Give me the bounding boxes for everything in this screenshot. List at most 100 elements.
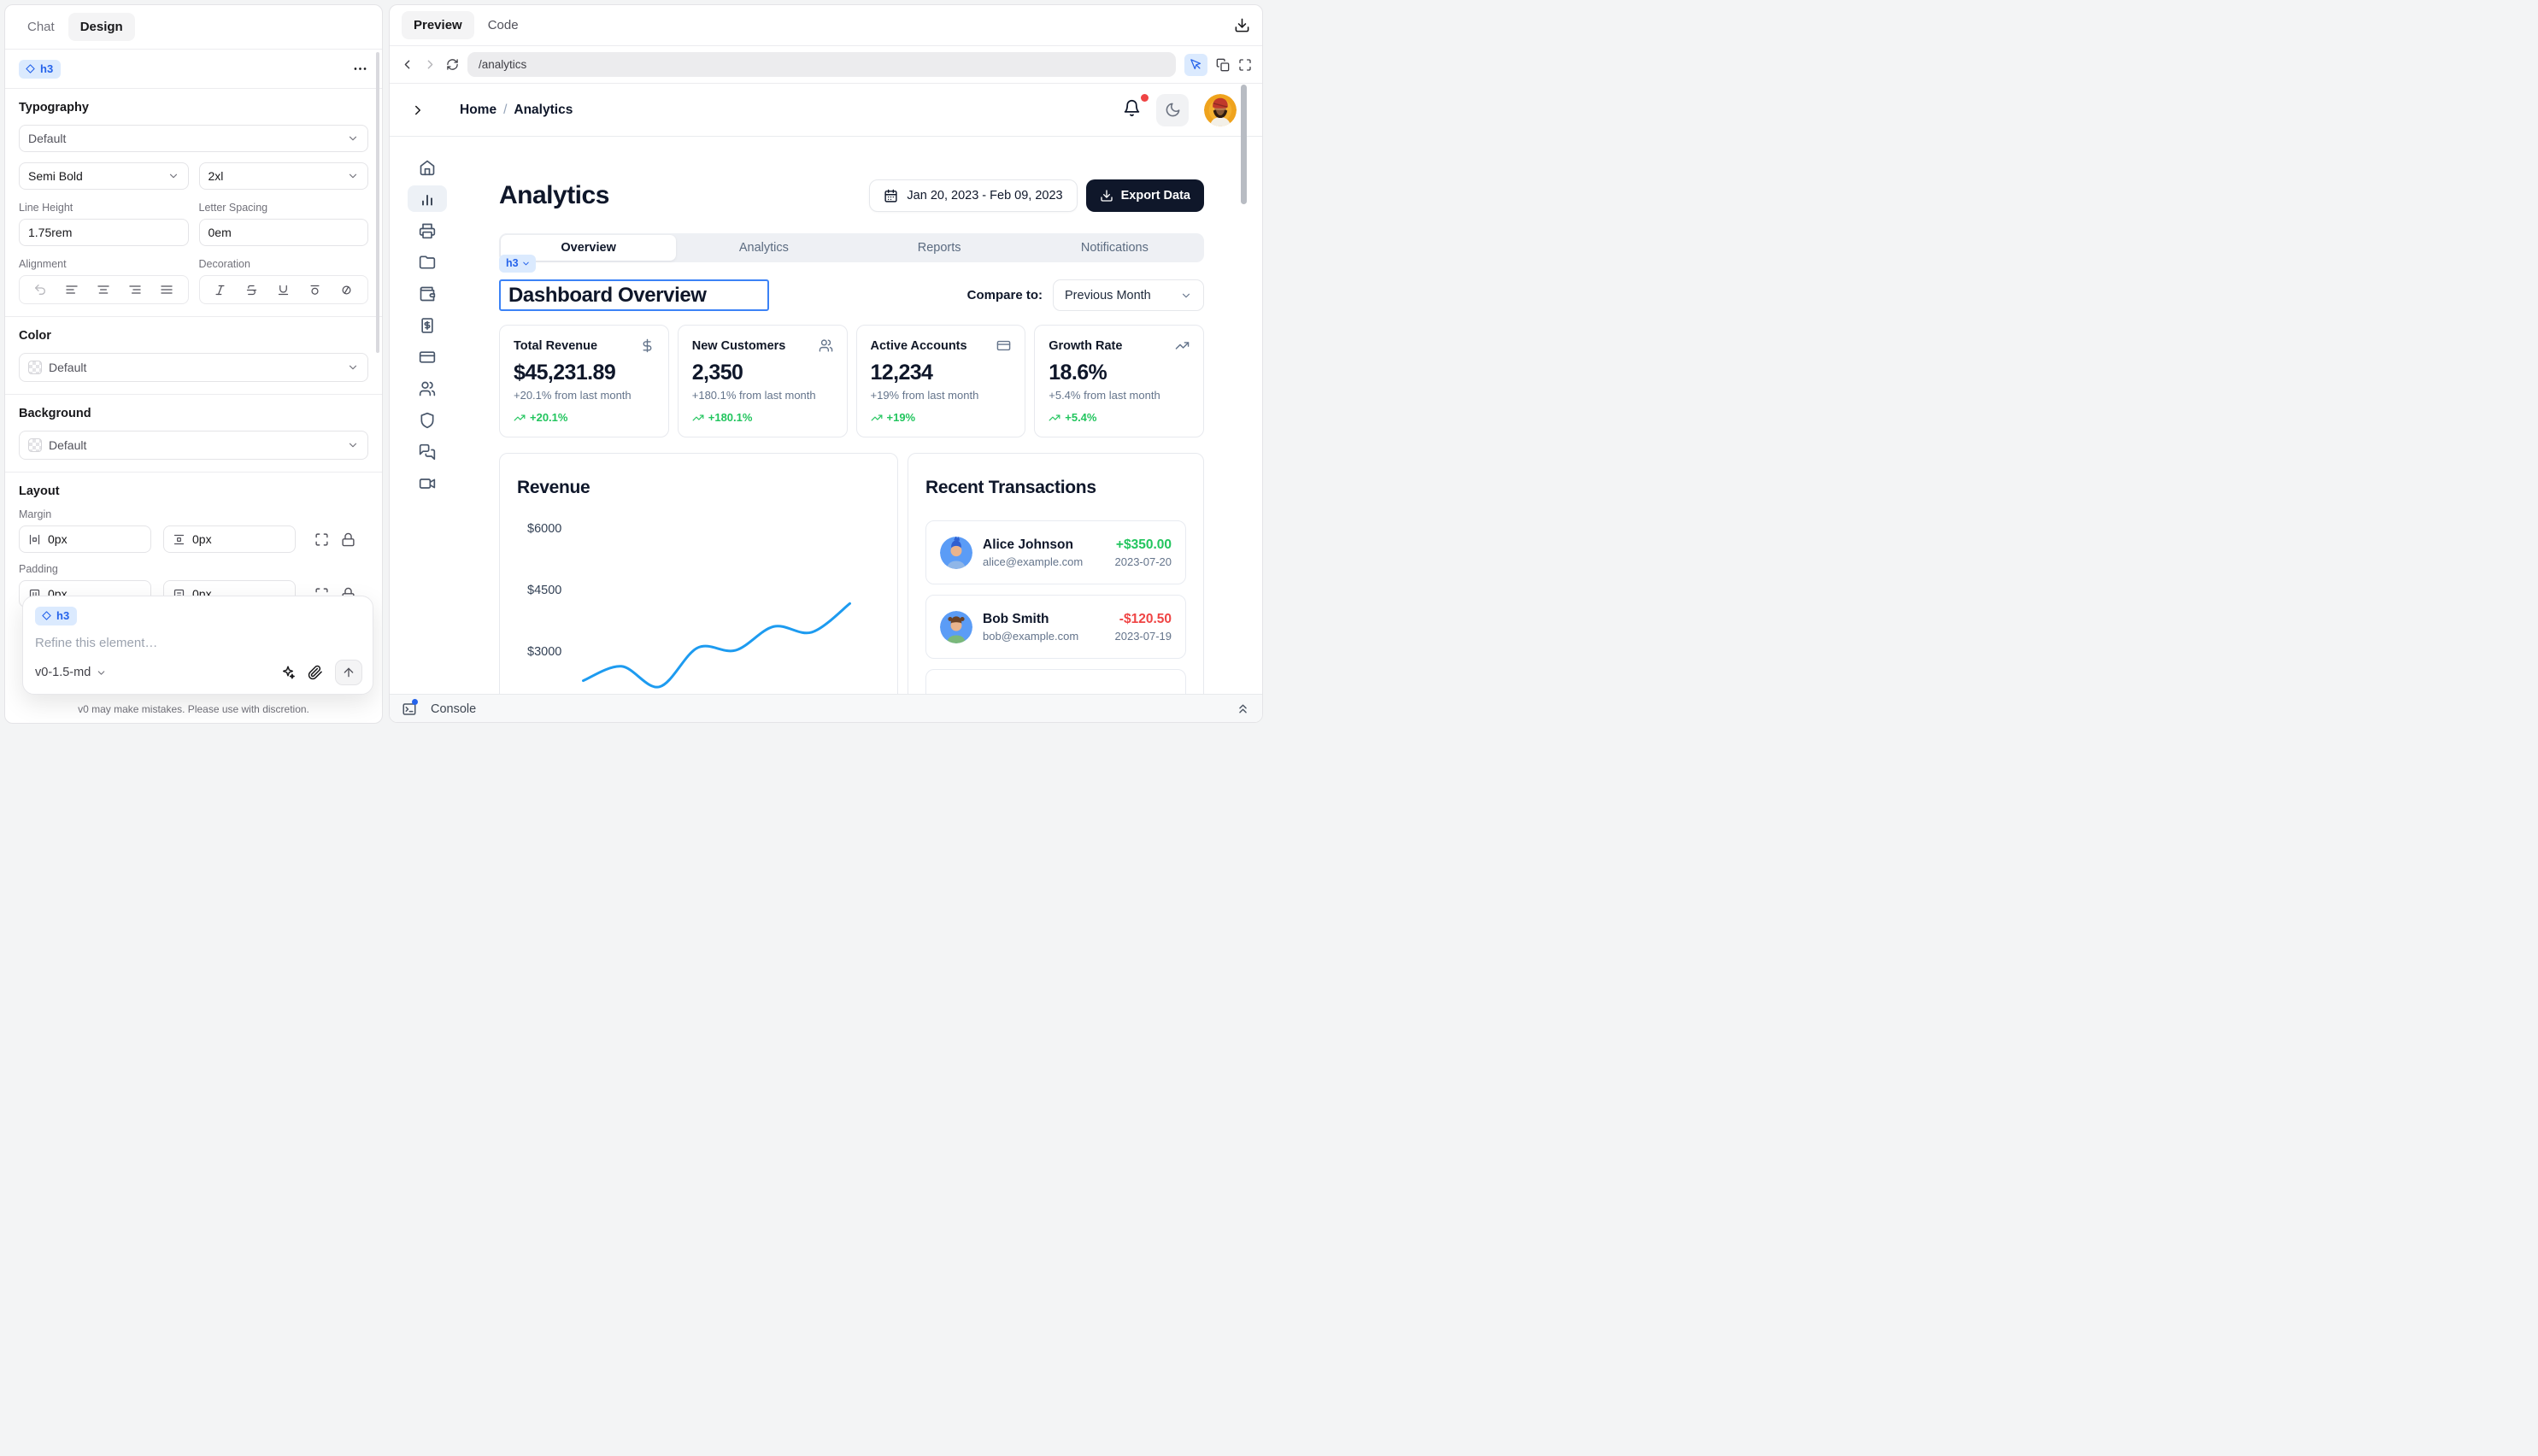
font-size-select[interactable]: 2xl (198, 162, 368, 190)
breadcrumb-separator: / (503, 102, 508, 117)
users-icon (419, 380, 436, 397)
fullscreen-icon[interactable] (1238, 58, 1252, 72)
console-label[interactable]: Console (431, 702, 477, 716)
trending-up-icon (1049, 412, 1060, 424)
compare-select[interactable]: Previous Month (1053, 279, 1204, 311)
chevron-down-icon (347, 132, 359, 144)
dashboard-tabs: Overview Analytics Reports Notifications (499, 233, 1204, 262)
tab-reports[interactable]: Reports (917, 241, 961, 255)
tab-preview[interactable]: Preview (402, 11, 474, 39)
transaction-avatar (940, 610, 972, 643)
font-family-select[interactable]: Default (19, 125, 368, 152)
tab-chat[interactable]: Chat (27, 20, 55, 34)
overline-icon[interactable] (308, 284, 321, 296)
tab-notifications[interactable]: Notifications (1080, 241, 1149, 255)
more-menu-icon[interactable] (352, 61, 368, 77)
sidebar-item-messages[interactable] (408, 438, 447, 465)
user-avatar[interactable] (1204, 93, 1237, 126)
messages-icon (419, 443, 436, 461)
alignment-label: Alignment (19, 258, 67, 270)
sidebar-item-printer[interactable] (408, 217, 447, 244)
inspect-cursor-icon[interactable] (1184, 53, 1207, 76)
home-icon (419, 159, 436, 176)
align-left-icon[interactable] (65, 283, 79, 296)
chevron-down-icon (347, 361, 359, 373)
underline-icon[interactable] (277, 284, 290, 296)
model-select[interactable]: v0-1.5-md (35, 666, 107, 679)
send-button[interactable] (335, 660, 362, 685)
forward-icon[interactable] (423, 57, 438, 72)
tab-code[interactable]: Code (487, 18, 519, 32)
export-data-button[interactable]: Export Data (1085, 179, 1204, 212)
transaction-email: bob@example.com (983, 629, 1079, 643)
composer-element-badge[interactable]: h3 (35, 607, 78, 625)
date-range-button[interactable]: Jan 20, 2023 - Feb 09, 2023 (869, 179, 1078, 212)
selected-heading[interactable]: Dashboard Overview (499, 279, 769, 311)
diamond-icon (25, 63, 36, 74)
download-icon[interactable] (1234, 17, 1250, 33)
app-sidebar (390, 137, 465, 709)
element-badge[interactable]: h3 (19, 59, 62, 79)
margin-x-input[interactable]: 0px (19, 525, 151, 553)
sparkles-icon[interactable] (280, 665, 296, 680)
letter-spacing-input[interactable]: 0em (198, 219, 368, 246)
background-select[interactable]: Default (19, 431, 368, 460)
folder-icon (419, 254, 436, 271)
element-selection-chip[interactable]: h3 (499, 255, 536, 273)
stat-subtitle: +180.1% from last month (691, 389, 816, 402)
stat-value: 18.6% (1049, 361, 1107, 385)
back-icon[interactable] (400, 57, 414, 72)
paperclip-icon[interactable] (308, 665, 323, 680)
line-height-input[interactable]: 1.75rem (19, 219, 189, 246)
sidebar-item-home[interactable] (408, 154, 447, 180)
breadcrumb-home[interactable]: Home (460, 102, 497, 117)
no-decoration-icon[interactable] (340, 284, 353, 296)
sidebar-item-video[interactable] (408, 470, 447, 496)
transaction-row[interactable]: Alice Johnson alice@example.com +$350.00 20… (925, 520, 1186, 584)
url-input[interactable]: /analytics (467, 52, 1176, 77)
trending-up-icon (871, 412, 883, 424)
undo-icon[interactable] (33, 283, 47, 296)
sidebar-item-wallet[interactable] (408, 280, 447, 307)
transaction-row-partial[interactable] (925, 669, 1186, 708)
composer-badge-label: h3 (56, 609, 70, 622)
chevrons-up-icon[interactable] (1236, 702, 1250, 716)
transaction-row[interactable]: Bob Smith bob@example.com -$120.50 2023-07-… (925, 595, 1186, 659)
sidebar-item-shield[interactable] (408, 407, 447, 433)
sidebar-item-folder[interactable] (408, 249, 447, 275)
italic-icon[interactable] (214, 284, 226, 296)
composer-input[interactable]: Refine this element… (35, 636, 158, 650)
chevron-down-icon (521, 259, 531, 268)
preview-urlbar: /analytics (390, 46, 1262, 84)
design-panel: Chat Design h3 Typography Default Semi B… (4, 4, 383, 724)
app-main: Analytics Jan 20, 2023 - Feb 09, 2023 Ex… (465, 137, 1262, 709)
refresh-icon[interactable] (446, 58, 459, 71)
font-weight-select[interactable]: Semi Bold (19, 162, 189, 190)
tab-design[interactable]: Design (68, 13, 135, 41)
margin-expand-icon[interactable] (314, 532, 329, 547)
margin-lock-icon[interactable] (341, 532, 355, 547)
sidebar-toggle-icon[interactable] (410, 103, 426, 118)
align-right-icon[interactable] (128, 283, 142, 296)
breadcrumb: Home / Analytics (460, 103, 573, 118)
preview-scrollbar[interactable] (1241, 85, 1247, 204)
margin-y-input[interactable]: 0px (163, 525, 296, 553)
notifications-button[interactable] (1123, 93, 1149, 121)
sidebar-item-receipt[interactable] (408, 312, 447, 338)
theme-toggle-button[interactable] (1156, 93, 1189, 126)
sidebar-item-users[interactable] (408, 375, 447, 402)
tab-analytics[interactable]: Analytics (738, 241, 789, 255)
bar-chart-icon (419, 191, 436, 208)
align-center-icon[interactable] (97, 283, 110, 296)
sidebar-item-bar-chart[interactable] (408, 185, 447, 212)
copy-icon[interactable] (1216, 58, 1230, 72)
design-panel-header: Chat Design (5, 5, 382, 50)
sidebar-item-credit-card[interactable] (408, 343, 447, 370)
align-justify-icon[interactable] (160, 283, 173, 296)
background-swatch (28, 438, 42, 452)
color-select[interactable]: Default (19, 353, 368, 382)
calendar-icon (884, 189, 898, 203)
chevron-down-icon (167, 170, 179, 182)
design-panel-scrollbar[interactable] (376, 52, 379, 353)
strikethrough-icon[interactable] (245, 284, 258, 296)
